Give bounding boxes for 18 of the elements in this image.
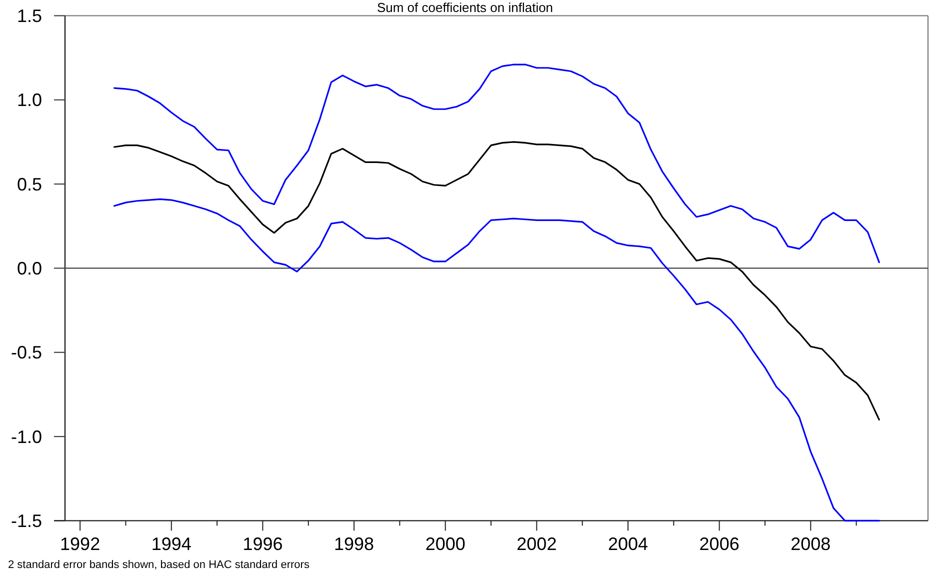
y-tick-label: 0.5 [16,174,42,194]
x-tick-label: 1998 [334,534,374,554]
y-tick-label: 0.0 [16,258,42,278]
text: 2 standard error bands shown, based on HAC standard errors [8,559,310,571]
y-tick-label: 1.5 [16,6,42,26]
x-tick-label: 2004 [608,534,648,554]
y-tick-label: -1.5 [10,511,42,531]
y-tick-label: -1.0 [10,426,42,447]
y-tick-label: 1.0 [16,90,42,110]
x-tick-label: 1994 [151,534,192,554]
x-tick-label: 2002 [516,534,557,554]
x-tick-label: 2006 [699,534,740,554]
y-tick-label: -0.5 [10,342,42,363]
x-tick-label: 2000 [425,534,466,554]
chart-title: Sum of coefficients on inflation [376,0,554,15]
x-tick-label: 2008 [790,534,831,554]
x-tick-label: 1992 [60,534,100,554]
x-tick-label: 1996 [242,534,283,554]
